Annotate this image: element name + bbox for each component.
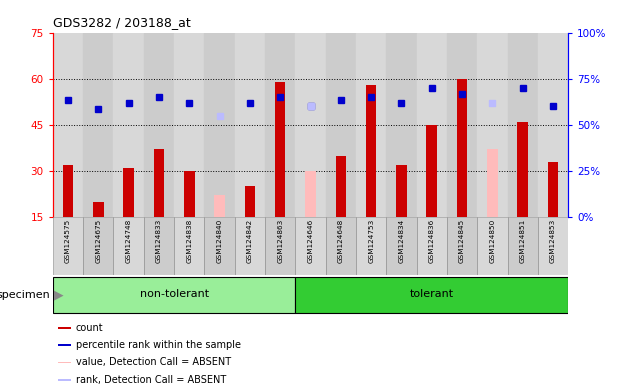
Bar — [124, 168, 134, 217]
Text: GSM124863: GSM124863 — [277, 219, 283, 263]
Text: GSM124853: GSM124853 — [550, 219, 556, 263]
Text: count: count — [76, 323, 104, 333]
Text: GSM124833: GSM124833 — [156, 219, 162, 263]
Bar — [83, 217, 114, 275]
Text: GSM124575: GSM124575 — [65, 219, 71, 263]
Bar — [58, 362, 71, 363]
Text: GSM124646: GSM124646 — [307, 219, 314, 263]
Bar — [335, 156, 346, 217]
Text: rank, Detection Call = ABSENT: rank, Detection Call = ABSENT — [76, 375, 226, 384]
Bar — [356, 33, 386, 217]
Bar — [53, 33, 83, 217]
Text: GDS3282 / 203188_at: GDS3282 / 203188_at — [53, 16, 191, 29]
Bar — [235, 217, 265, 275]
Text: GSM124675: GSM124675 — [95, 219, 101, 263]
Bar — [417, 217, 447, 275]
Bar — [366, 85, 376, 217]
Bar — [53, 276, 296, 313]
Bar — [548, 162, 558, 217]
Bar — [538, 217, 568, 275]
Text: GSM124840: GSM124840 — [217, 219, 222, 263]
Text: GSM124836: GSM124836 — [428, 219, 435, 263]
Bar — [478, 33, 507, 217]
Text: ▶: ▶ — [54, 288, 63, 301]
Bar — [507, 217, 538, 275]
Bar — [305, 171, 316, 217]
Bar — [245, 186, 255, 217]
Bar — [478, 217, 507, 275]
Bar — [417, 33, 447, 217]
Text: percentile rank within the sample: percentile rank within the sample — [76, 340, 241, 350]
Text: non-tolerant: non-tolerant — [140, 289, 209, 299]
Bar — [538, 33, 568, 217]
Bar — [174, 33, 204, 217]
Bar — [114, 217, 143, 275]
Bar — [265, 217, 296, 275]
Bar — [296, 33, 325, 217]
Bar — [204, 217, 235, 275]
Text: GSM124850: GSM124850 — [489, 219, 496, 263]
Bar — [83, 33, 114, 217]
Bar — [63, 165, 73, 217]
Bar — [114, 33, 143, 217]
Bar — [447, 217, 478, 275]
Text: specimen: specimen — [0, 290, 50, 300]
Bar — [214, 195, 225, 217]
Bar — [275, 82, 286, 217]
Bar — [396, 165, 407, 217]
Bar — [58, 344, 71, 346]
Bar — [265, 33, 296, 217]
Text: tolerant: tolerant — [410, 289, 454, 299]
Bar — [325, 33, 356, 217]
Bar — [356, 217, 386, 275]
Bar — [447, 33, 478, 217]
Bar — [174, 217, 204, 275]
Bar — [153, 149, 164, 217]
Bar — [517, 122, 528, 217]
Bar — [296, 276, 568, 313]
Text: value, Detection Call = ABSENT: value, Detection Call = ABSENT — [76, 358, 231, 367]
Bar — [93, 202, 104, 217]
Text: GSM124648: GSM124648 — [338, 219, 344, 263]
Text: GSM124851: GSM124851 — [520, 219, 526, 263]
Bar — [58, 379, 71, 381]
Bar — [457, 79, 468, 217]
Bar — [386, 33, 417, 217]
Bar — [58, 327, 71, 329]
Bar — [235, 33, 265, 217]
Text: GSM124834: GSM124834 — [399, 219, 404, 263]
Bar — [325, 217, 356, 275]
Bar — [53, 217, 83, 275]
Text: GSM124842: GSM124842 — [247, 219, 253, 263]
Bar — [204, 33, 235, 217]
Bar — [487, 149, 497, 217]
Bar — [427, 125, 437, 217]
Text: GSM124845: GSM124845 — [459, 219, 465, 263]
Text: GSM124753: GSM124753 — [368, 219, 374, 263]
Bar — [143, 33, 174, 217]
Bar — [386, 217, 417, 275]
Bar — [143, 217, 174, 275]
Bar — [296, 217, 325, 275]
Bar — [507, 33, 538, 217]
Text: GSM124838: GSM124838 — [186, 219, 193, 263]
Text: GSM124748: GSM124748 — [125, 219, 132, 263]
Bar — [184, 171, 194, 217]
